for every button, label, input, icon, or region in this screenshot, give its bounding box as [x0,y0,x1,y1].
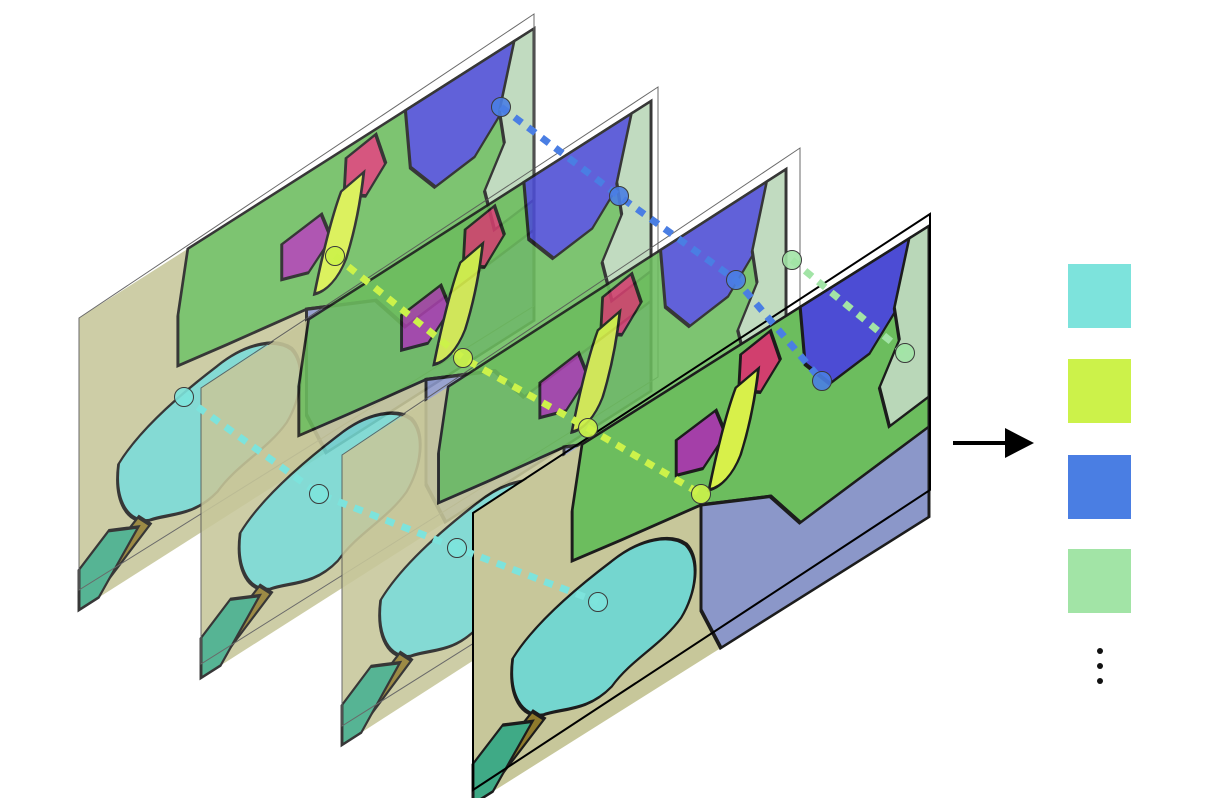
green-track-line [789,257,908,356]
blue-track-point-3 [726,270,746,290]
cyan-track-point-3 [447,538,467,558]
blue-track-point-2 [609,186,629,206]
cyan-track-point-1 [174,387,194,407]
cyan-track-point-2 [309,484,329,504]
yellow-track-point-2 [453,348,473,368]
legend-swatch-cyan [1068,264,1131,328]
legend-swatch-yellow [1068,359,1131,423]
blue-track-line [498,104,825,384]
green-track-point-1 [782,250,802,270]
yellow-track-point-3 [578,418,598,438]
segment-tracks [174,97,915,612]
green-track-point-2 [895,343,915,363]
blue-track-point-1 [491,97,511,117]
yellow-track-point-1 [325,246,345,266]
cyan-track-point-4 [588,592,608,612]
right-arrow-icon [953,428,1034,458]
blue-track-point-4 [812,371,832,391]
legend-swatch-green [1068,549,1131,613]
legend-swatch-blue [1068,455,1131,519]
more-ellipsis-icon [1092,648,1108,692]
yellow-track-point-4 [691,484,711,504]
video-frame-4 [471,212,931,803]
cyan-track-line [181,394,600,606]
